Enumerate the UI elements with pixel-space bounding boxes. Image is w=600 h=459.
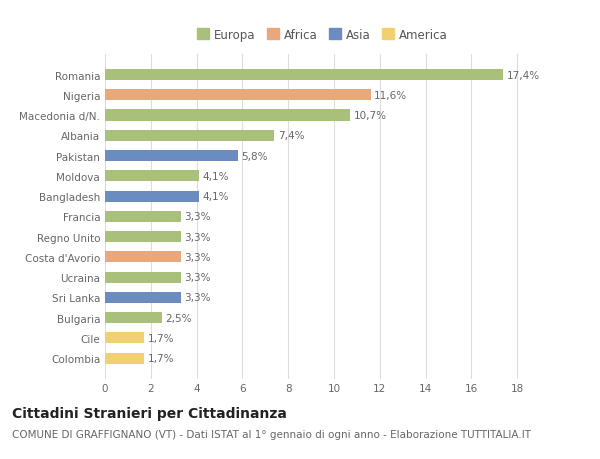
Bar xyxy=(105,333,144,344)
Text: 3,3%: 3,3% xyxy=(184,293,211,303)
Bar xyxy=(105,353,144,364)
Text: 4,1%: 4,1% xyxy=(202,172,229,181)
Text: 4,1%: 4,1% xyxy=(202,192,229,202)
Bar xyxy=(105,151,238,162)
Text: 1,7%: 1,7% xyxy=(148,333,174,343)
Text: 2,5%: 2,5% xyxy=(166,313,192,323)
Text: 1,7%: 1,7% xyxy=(148,353,174,364)
Bar xyxy=(105,252,181,263)
Text: 5,8%: 5,8% xyxy=(241,151,268,161)
Text: 7,4%: 7,4% xyxy=(278,131,304,141)
Bar xyxy=(105,231,181,243)
Bar xyxy=(105,272,181,283)
Bar xyxy=(105,211,181,223)
Text: 3,3%: 3,3% xyxy=(184,273,211,283)
Text: 3,3%: 3,3% xyxy=(184,252,211,262)
Bar xyxy=(105,171,199,182)
Bar xyxy=(105,130,274,141)
Text: 3,3%: 3,3% xyxy=(184,232,211,242)
Bar xyxy=(105,90,371,101)
Text: COMUNE DI GRAFFIGNANO (VT) - Dati ISTAT al 1° gennaio di ogni anno - Elaborazion: COMUNE DI GRAFFIGNANO (VT) - Dati ISTAT … xyxy=(12,429,531,439)
Text: Cittadini Stranieri per Cittadinanza: Cittadini Stranieri per Cittadinanza xyxy=(12,406,287,420)
Bar xyxy=(105,292,181,303)
Text: 17,4%: 17,4% xyxy=(507,70,540,80)
Text: 11,6%: 11,6% xyxy=(374,90,407,101)
Text: 10,7%: 10,7% xyxy=(353,111,386,121)
Legend: Europa, Africa, Asia, America: Europa, Africa, Asia, America xyxy=(197,28,448,42)
Bar xyxy=(105,70,503,81)
Bar xyxy=(105,110,350,121)
Bar xyxy=(105,313,162,324)
Bar xyxy=(105,191,199,202)
Text: 3,3%: 3,3% xyxy=(184,212,211,222)
